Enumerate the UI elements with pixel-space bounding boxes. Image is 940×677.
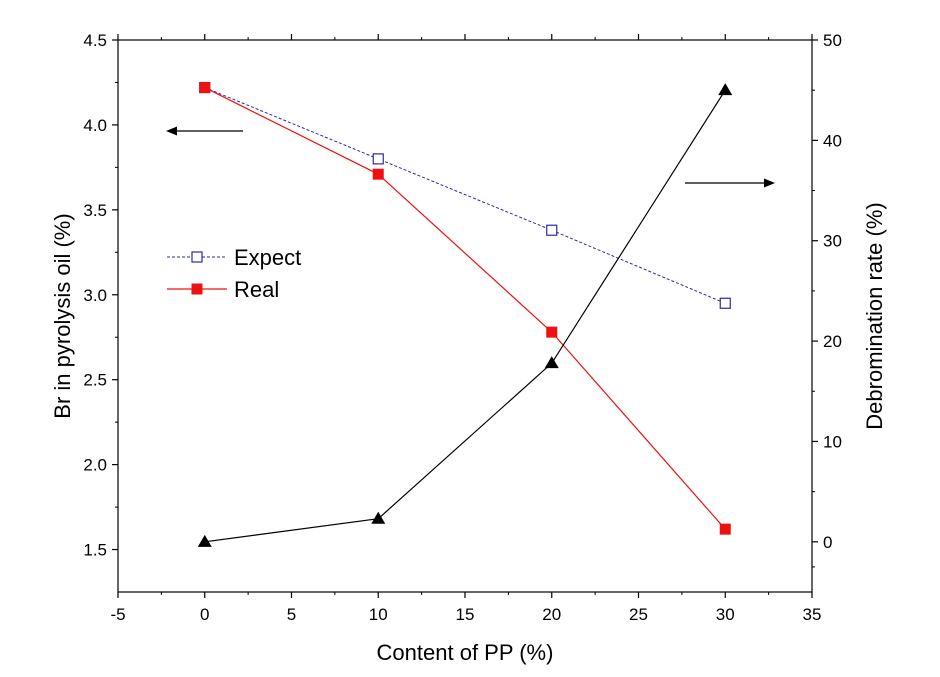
y-right-tick-label: 0 — [823, 533, 832, 552]
svg-text:Expect: Expect — [234, 245, 301, 270]
svg-text:Real: Real — [234, 277, 279, 302]
y-axis-left-title: Br in pyrolysis oil (%) — [50, 213, 75, 418]
x-tick-label: 25 — [629, 605, 648, 624]
data-point-open-square — [719, 297, 731, 309]
y-axis-right-title: Debromination rate (%) — [862, 202, 887, 429]
series-layer — [197, 81, 733, 547]
y-left-tick-label: 3.0 — [83, 286, 107, 305]
y-left-tick-label: 4.5 — [83, 31, 107, 50]
data-point-open-square — [546, 224, 558, 236]
data-point-triangle — [718, 83, 733, 96]
legend-item-expect: Expect — [167, 245, 301, 270]
data-point-square — [546, 326, 558, 338]
x-tick-label: 30 — [716, 605, 735, 624]
y-left-tick-label: 2.5 — [83, 371, 107, 390]
x-axis-title: Content of PP (%) — [377, 640, 554, 665]
y-right-tick-label: 20 — [823, 332, 842, 351]
data-point-open-square — [372, 153, 384, 165]
y-right-tick-label: 10 — [823, 432, 842, 451]
series-line-2 — [204, 89, 726, 543]
y-right-tick-label: 30 — [823, 232, 842, 251]
arrow-right-axis — [685, 178, 775, 188]
x-tick-label: 5 — [287, 605, 296, 624]
y-axis-right: 0 10 20 30 40 50 — [812, 31, 842, 568]
data-point-triangle — [371, 511, 386, 524]
data-point-triangle — [197, 534, 212, 547]
x-tick-label: 35 — [803, 605, 822, 624]
y-right-tick-label: 40 — [823, 131, 842, 150]
y-axis-left: 1.5 2.0 2.5 3.0 3.5 4.0 4.5 — [83, 31, 118, 560]
x-tick-label: -5 — [110, 605, 125, 624]
x-tick-label: 15 — [456, 605, 475, 624]
y-right-tick-label: 50 — [823, 31, 842, 50]
data-point-square — [199, 82, 211, 94]
y-left-tick-label: 3.5 — [83, 201, 107, 220]
data-point-square — [372, 168, 384, 180]
x-tick-label: 10 — [369, 605, 388, 624]
y-left-tick-label: 4.0 — [83, 116, 107, 135]
series-line-0 — [204, 87, 726, 304]
legend-item-real: Real — [167, 277, 279, 302]
data-point-triangle — [544, 356, 559, 369]
arrow-left-axis — [166, 126, 243, 136]
series-line-1 — [204, 87, 726, 530]
y-left-tick-label: 1.5 — [83, 541, 107, 560]
x-tick-label: 20 — [542, 605, 561, 624]
x-tick-label: 0 — [200, 605, 209, 624]
legend: Expect Real — [167, 245, 301, 302]
data-point-square — [719, 523, 731, 535]
y-left-tick-label: 2.0 — [83, 456, 107, 475]
x-axis: -5 0 5 10 15 20 25 30 35 — [110, 34, 821, 624]
